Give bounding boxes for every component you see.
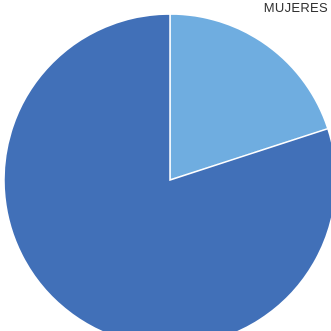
pie-slices <box>3 13 331 331</box>
slice-label-mujeres: MUJERES <box>264 0 328 15</box>
pie-slice-mujeres <box>169 13 329 182</box>
pie-slice-other <box>3 13 331 331</box>
